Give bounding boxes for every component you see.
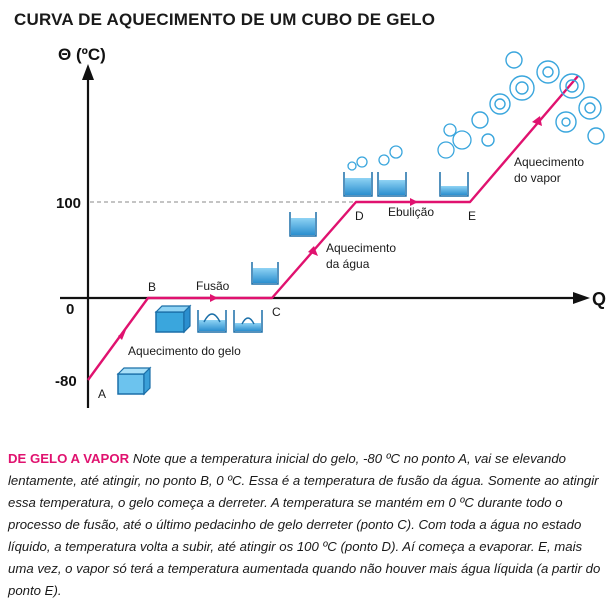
label-vapor-heating-2: do vapor [514,171,561,185]
boiling-water-icon-1 [343,156,373,197]
caption-heading: DE GELO A VAPOR [8,451,130,466]
label-ice-heating: Aquecimento do gelo [128,344,241,358]
point-a-label: A [98,387,106,401]
point-d-label: D [355,209,364,223]
ice-cube-icon-a [116,366,152,396]
point-c-label: C [272,305,281,319]
melting-ice-icon-2 [233,310,263,333]
heating-curve [87,75,579,381]
tick-minus-80: -80 [55,373,77,390]
x-axis-arrowhead [573,292,590,304]
tick-0: 0 [66,301,74,318]
curve-arrow-1 [118,330,126,340]
boiling-water-icon-2 [377,145,407,197]
water-container-icon-1 [251,262,279,285]
x-axis-label: Q [592,289,606,309]
label-water-heating-1: Aquecimento [326,241,396,255]
point-b-label: B [148,280,156,294]
curve-arrow-4 [410,198,418,206]
heating-curve-diagram: Θ (ºC) Q 100 0 -80 A B C D E Aquecimento… [55,45,606,408]
label-water-heating-2: da água [326,257,370,271]
point-e-label: E [468,209,476,223]
label-fusion: Fusão [196,279,230,293]
boiling-water-icon-3 [437,123,472,197]
curve-arrow-2 [210,294,218,302]
label-boiling: Ebulição [388,205,434,219]
curve-arrow-3 [308,246,318,256]
caption-text: Note que a temperatura inicial do gelo, … [8,451,601,598]
label-vapor-heating-1: Aquecimento [514,155,584,169]
diagram-title: CURVA DE AQUECIMENTO DE UM CUBO DE GELO [14,10,436,29]
curve-arrow-5 [532,116,542,126]
tick-100: 100 [56,195,81,212]
vapor-swirls-icon [471,51,605,147]
water-container-icon-2 [289,212,317,237]
y-axis-label: Θ (ºC) [58,45,106,64]
caption: DE GELO A VAPOR Note que a temperatura i… [8,448,608,602]
y-axis-arrowhead [82,64,94,80]
ice-cube-icon-b [154,304,192,334]
melting-ice-icon-1 [197,310,227,333]
